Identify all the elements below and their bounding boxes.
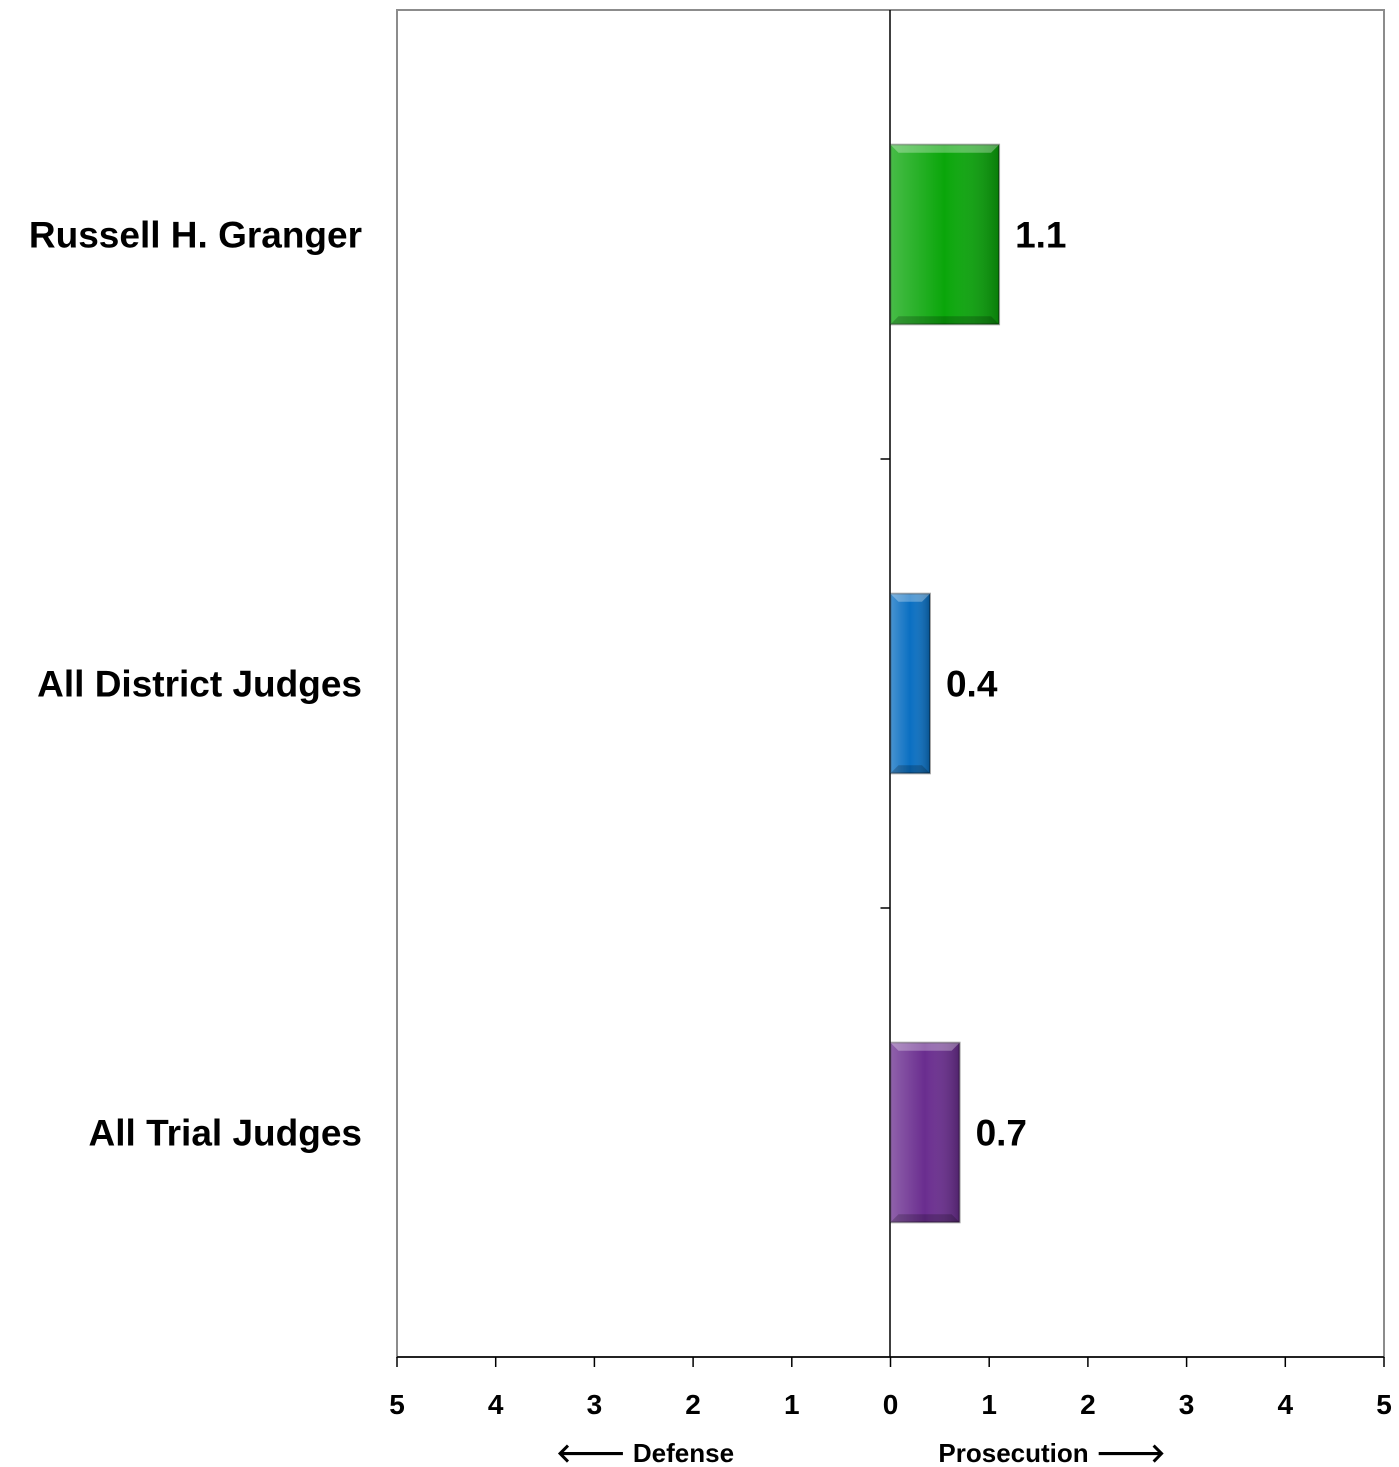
x-tick-label: 4 bbox=[488, 1389, 504, 1420]
bar-shading bbox=[890, 144, 1000, 325]
x-tick-label: 4 bbox=[1278, 1389, 1294, 1420]
category-ticks bbox=[880, 458, 891, 909]
value-label: 0.7 bbox=[976, 1113, 1027, 1154]
x-axis-ticks bbox=[396, 1357, 1385, 1367]
bar-bevel-bottom bbox=[890, 316, 1000, 325]
category-label: Russell H. Granger bbox=[29, 215, 362, 256]
value-labels: 1.1 0.4 0.7 bbox=[946, 215, 1067, 1154]
prosecution-direction-label: Prosecution 🡒 bbox=[938, 1438, 1165, 1467]
bar-bevel-top bbox=[890, 593, 930, 602]
bar-bevel-bottom bbox=[890, 1214, 960, 1223]
defense-direction-label: 🡐 Defense bbox=[556, 1438, 734, 1467]
category-label: All Trial Judges bbox=[89, 1113, 362, 1154]
x-tick-label: 2 bbox=[685, 1389, 701, 1420]
x-tick-label: 2 bbox=[1080, 1389, 1096, 1420]
bar-bevel-bottom bbox=[890, 765, 930, 774]
value-label: 1.1 bbox=[1015, 215, 1066, 256]
x-tick-label: 5 bbox=[389, 1389, 405, 1420]
bars bbox=[889, 143, 1001, 1224]
x-tick-label: 3 bbox=[1179, 1389, 1195, 1420]
x-tick-label: 0 bbox=[883, 1389, 899, 1420]
category-label: All District Judges bbox=[37, 664, 362, 705]
bar-bevel-top bbox=[890, 1042, 960, 1051]
bar-shading bbox=[890, 593, 930, 774]
bar-shading bbox=[890, 1042, 960, 1223]
x-tick-label: 3 bbox=[587, 1389, 603, 1420]
x-tick-label: 1 bbox=[981, 1389, 997, 1420]
category-labels: Russell H. Granger All District Judges All… bbox=[29, 215, 362, 1154]
value-label: 0.4 bbox=[946, 664, 998, 705]
x-tick-labels: 5 4 3 2 1 0 1 2 3 4 5 bbox=[389, 1389, 1392, 1420]
x-tick-label: 1 bbox=[784, 1389, 800, 1420]
bar-bevel-top bbox=[890, 144, 1000, 153]
x-tick-label: 5 bbox=[1376, 1389, 1392, 1420]
